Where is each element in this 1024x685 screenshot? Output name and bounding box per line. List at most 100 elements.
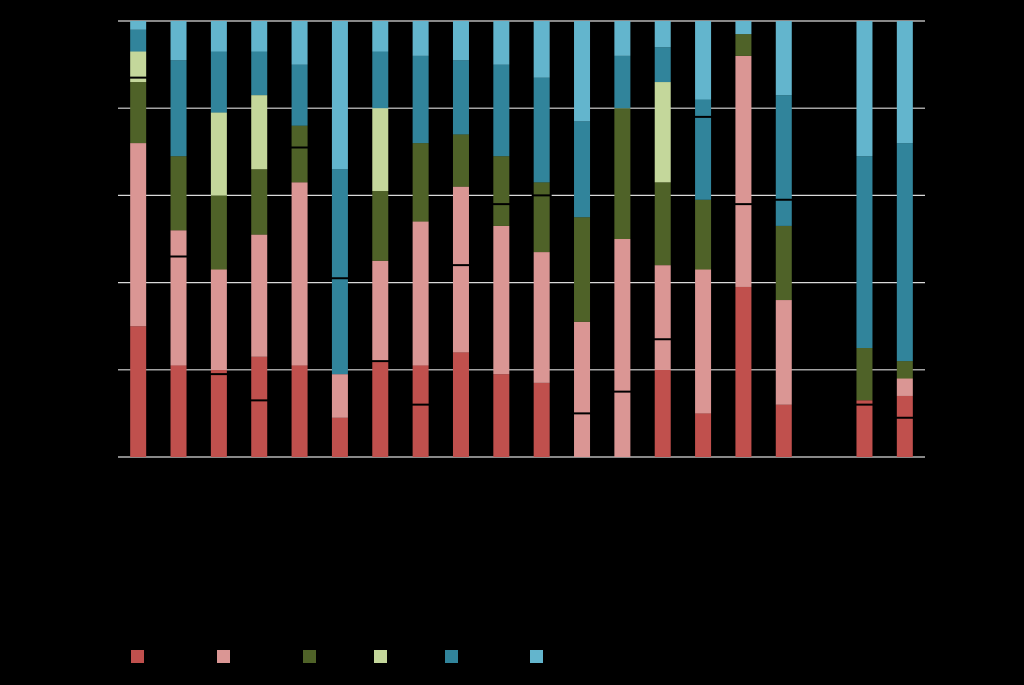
- bar-segment-series-1: [251, 356, 268, 457]
- bar-segment-series-6: [856, 21, 873, 157]
- bar-segment-series-2: [735, 55, 752, 287]
- bar-segment-series-6: [412, 21, 429, 56]
- markers: [128, 76, 915, 419]
- bar-segment-series-5: [654, 47, 671, 83]
- bar-segment-series-1: [654, 369, 671, 457]
- bar-segment-series-6: [251, 21, 268, 52]
- legend-swatch-series-1: [131, 650, 144, 663]
- bar-segment-series-6: [331, 21, 348, 170]
- bar-segment-series-6: [896, 21, 913, 144]
- bar-segment-series-3: [412, 143, 429, 222]
- bar-segment-series-1: [331, 417, 348, 457]
- bar-segment-series-2: [493, 225, 510, 375]
- bar-segment-series-5: [251, 51, 268, 96]
- bar-segment-series-3: [574, 217, 591, 322]
- bar-segment-series-6: [775, 21, 792, 96]
- bar-segment-series-5: [775, 95, 792, 226]
- bar-segment-series-6: [695, 21, 712, 100]
- bar-segment-series-6: [493, 21, 510, 65]
- bar-segment-series-6: [735, 21, 752, 35]
- bar-segment-series-3: [372, 191, 389, 261]
- bar-segment-series-5: [170, 60, 187, 157]
- bar-segment-series-2: [896, 378, 913, 396]
- bar-segment-series-3: [775, 225, 792, 301]
- bar-segment-series-3: [533, 182, 550, 253]
- bar-segment-series-3: [654, 182, 671, 266]
- bar-segment-series-6: [210, 21, 227, 52]
- bars: [130, 21, 913, 457]
- bar-segment-series-5: [412, 55, 429, 144]
- bar-segment-series-5: [856, 156, 873, 348]
- bar-segment-series-1: [130, 326, 147, 457]
- bar-segment-series-1: [735, 286, 752, 457]
- bar-segment-series-6: [574, 21, 591, 122]
- bar-segment-series-1: [170, 365, 187, 457]
- bar-segment-series-5: [574, 121, 591, 218]
- bar-segment-series-2: [574, 321, 591, 457]
- bar-segment-series-2: [775, 300, 792, 405]
- bar-segment-series-3: [452, 134, 469, 187]
- bar-segment-series-6: [372, 21, 389, 52]
- bar-segment-series-3: [614, 108, 631, 239]
- bar-segment-series-5: [291, 64, 308, 126]
- bar-segment-series-6: [130, 21, 147, 30]
- bar-segment-series-3: [291, 125, 308, 183]
- bar-segment-series-3: [170, 156, 187, 231]
- bar-segment-series-5: [372, 51, 389, 109]
- bar-segment-series-6: [291, 21, 308, 65]
- bar-segment-series-1: [533, 382, 550, 457]
- bar-segment-series-1: [493, 374, 510, 457]
- legend-swatch-series-3: [303, 650, 316, 663]
- bar-segment-series-2: [210, 269, 227, 370]
- bar-segment-series-5: [533, 77, 550, 183]
- bar-segment-series-1: [210, 369, 227, 457]
- bar-segment-series-4: [130, 51, 147, 83]
- bar-segment-series-3: [493, 156, 510, 226]
- bar-segment-series-1: [291, 365, 308, 457]
- bar-segment-series-5: [210, 51, 227, 113]
- bar-segment-series-3: [251, 169, 268, 235]
- bar-segment-series-4: [372, 108, 389, 192]
- bar-segment-series-1: [412, 365, 429, 457]
- legend-swatch-series-4: [374, 650, 387, 663]
- bar-segment-series-5: [493, 64, 510, 157]
- legend-swatch-series-5: [445, 650, 458, 663]
- legend-swatch-series-6: [530, 650, 543, 663]
- bar-segment-series-3: [896, 361, 913, 379]
- bar-segment-series-3: [856, 348, 873, 401]
- bar-segment-series-4: [251, 95, 268, 170]
- bar-segment-series-1: [775, 404, 792, 457]
- bar-segment-series-3: [210, 195, 227, 270]
- bar-segment-series-1: [856, 400, 873, 457]
- bar-segment-series-2: [130, 143, 147, 327]
- bar-segment-series-1: [372, 361, 389, 457]
- bar-segment-series-2: [251, 234, 268, 357]
- bar-segment-series-2: [331, 374, 348, 418]
- bar-segment-series-6: [170, 21, 187, 61]
- bar-segment-series-5: [130, 29, 147, 52]
- bar-segment-series-4: [654, 82, 671, 183]
- bar-segment-series-2: [170, 230, 187, 366]
- bar-segment-series-6: [452, 21, 469, 61]
- bar-segment-series-6: [533, 21, 550, 78]
- bar-segment-series-5: [896, 143, 913, 362]
- bar-segment-series-2: [533, 252, 550, 383]
- bar-segment-series-1: [695, 413, 712, 457]
- bar-segment-series-2: [452, 186, 469, 353]
- bar-segment-series-6: [614, 21, 631, 56]
- bar-segment-series-4: [210, 112, 227, 196]
- bar-segment-series-3: [695, 199, 712, 270]
- bar-segment-series-2: [695, 269, 712, 414]
- legend-swatch-series-2: [217, 650, 230, 663]
- bar-segment-series-1: [452, 352, 469, 457]
- legend: [131, 650, 543, 663]
- bar-segment-series-2: [291, 182, 308, 366]
- bar-segment-series-1: [896, 395, 913, 457]
- bar-segment-series-5: [331, 169, 348, 375]
- bar-segment-series-2: [654, 265, 671, 370]
- bar-segment-series-2: [614, 239, 631, 457]
- bar-segment-series-3: [735, 34, 752, 56]
- bar-segment-series-5: [695, 99, 712, 200]
